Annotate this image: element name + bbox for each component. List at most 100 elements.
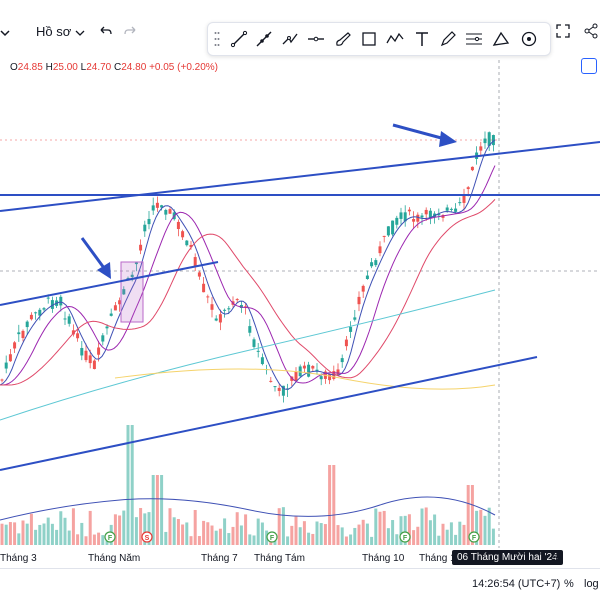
open-value: 24.85 [17,62,43,73]
candle-body [424,209,428,215]
candle-body [160,205,164,208]
volume-bar [302,521,306,545]
volume-bar [386,528,390,545]
volume-bar [332,465,336,545]
candle-body [105,326,109,329]
polyline-icon[interactable] [386,30,404,48]
ohlc-legend: O24.85 H25.00 L24.70 C24.80 +0.05 (+0.20… [10,62,218,73]
candle-body [92,360,96,370]
undo-button[interactable] [98,24,112,41]
volume-bar [59,511,63,545]
volume-bar [420,508,424,545]
triangle-icon[interactable] [492,30,510,48]
volume-bar [113,514,117,545]
profile-dropdown[interactable]: Hồ sơ [36,24,85,39]
candle-body [38,309,42,316]
volume-bar [323,524,327,545]
candle-body [353,317,357,320]
candle-body [21,330,25,339]
volume-bar [256,518,260,545]
volume-bar [391,520,395,545]
volume-bar [34,529,38,545]
more-icon[interactable] [520,30,538,48]
horizontal-line-icon[interactable] [307,30,325,48]
volume-bar [92,534,96,545]
candle-body [143,224,147,232]
ma-longer-line [0,289,496,421]
volume-bar [298,527,302,545]
volume-bar [424,507,428,545]
candle-body [67,316,71,324]
candle-body [80,347,84,356]
rectangle-icon[interactable] [360,30,378,48]
volume-bar [0,523,4,545]
candle-body [483,138,487,144]
candle-body [4,362,8,369]
volume-bar [399,516,403,545]
volume-bar [185,522,189,545]
drawing-toolbar [207,22,551,56]
ma-longest-line [114,368,496,390]
volume-bar [8,522,12,545]
drag-handle-icon[interactable] [214,30,232,48]
pen-icon[interactable] [439,30,457,48]
volume-bar [483,515,487,545]
brush-icon[interactable] [334,30,352,48]
candle-body [336,369,340,375]
candle-body [248,326,252,333]
chart-settings-icon[interactable] [581,58,597,74]
candle-body [235,299,239,301]
interval-fragment[interactable] [0,24,10,39]
candle-body [122,289,126,295]
log-toggle[interactable]: log [584,578,599,590]
volume-bar [416,526,420,545]
percent-toggle[interactable]: % [564,578,574,590]
volume-bar [454,534,458,545]
fullscreen-icon[interactable] [556,24,570,41]
candle-body [164,209,168,215]
share-icon[interactable] [583,23,599,42]
candle-body [42,308,46,310]
candle-body [479,146,483,151]
candle-body [344,339,348,347]
volume-bar [197,536,201,545]
volume-bar [340,527,344,545]
volume-bar [130,425,134,545]
candle-body [462,195,466,203]
volume-bar [437,535,441,545]
candle-body [407,209,411,212]
volume-bar [357,524,361,545]
candle-body [134,262,138,265]
candle-body [8,354,12,362]
candle-body [437,214,441,216]
volume-bar [84,536,88,545]
candle-body [88,355,92,364]
candle-body [294,371,298,381]
trend-line-icon[interactable] [230,30,248,48]
volume-bar [462,524,466,545]
arrow-head-icon [97,262,111,279]
fib-icon[interactable] [465,30,483,48]
ma-long-line [0,199,496,386]
volume-bar [252,535,256,545]
candle-body [46,297,50,299]
volume-bar [315,521,319,545]
candle-body [260,357,264,365]
volume-bar [428,520,432,545]
candle-body [311,365,315,369]
chart-footer: 14:26:54 (UTC+7) % log [0,568,600,601]
volume-bar [189,536,193,545]
redo-button[interactable] [124,24,138,41]
ma-short-line [0,139,496,390]
candle-body [181,231,185,238]
text-icon[interactable] [413,30,431,48]
volume-bar [155,475,159,545]
candle-body [340,358,344,363]
event-marker-icon [468,531,480,543]
path-icon[interactable] [281,30,299,48]
arrow-head-icon [439,131,457,147]
ray-icon[interactable] [255,30,273,48]
candle-body [97,347,101,355]
volume-bar [491,528,495,545]
